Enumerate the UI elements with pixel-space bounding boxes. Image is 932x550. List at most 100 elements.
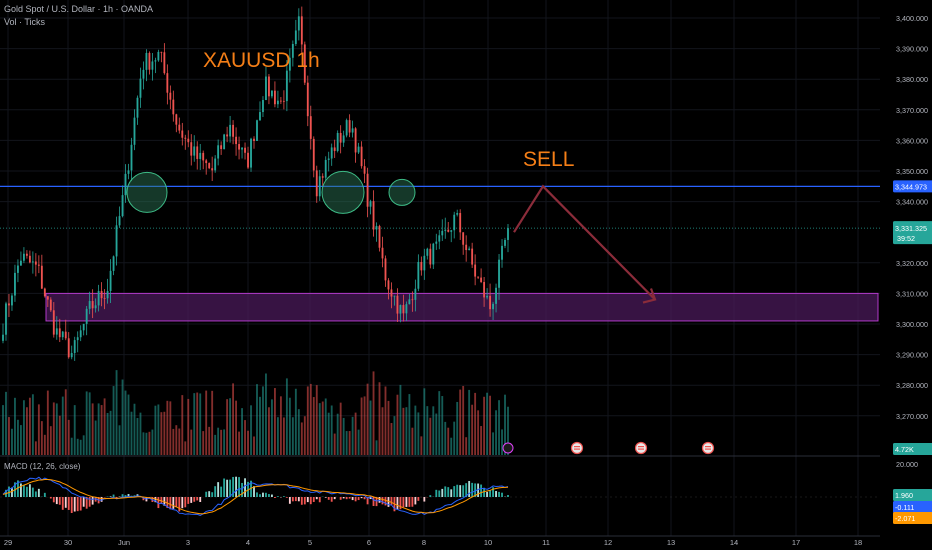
candle-body — [58, 328, 61, 338]
macd-histogram-bar — [154, 497, 157, 503]
volume-bar — [265, 373, 267, 455]
volume-bar — [238, 431, 240, 455]
candle-body — [136, 97, 139, 118]
macd-histogram-bar — [175, 497, 178, 508]
volume-bar — [79, 439, 82, 455]
candle-body — [408, 299, 411, 305]
candle-body — [273, 90, 276, 105]
volume-bar — [121, 379, 124, 455]
time-tick-label: 6 — [367, 538, 371, 547]
volume-bar — [402, 407, 405, 455]
candle-body — [181, 130, 184, 138]
volume-bar — [405, 407, 408, 455]
candle-body — [279, 100, 282, 102]
time-tick-label: 13 — [667, 538, 675, 547]
volume-bar — [28, 397, 31, 455]
macd-histogram-bar — [220, 486, 223, 497]
candle-body — [40, 265, 43, 289]
volume-bar — [268, 407, 270, 455]
candle-body — [22, 253, 25, 261]
macd-histogram-bar — [247, 481, 249, 497]
candle-body — [435, 241, 438, 244]
macd-histogram-bar — [58, 497, 61, 505]
candle-body — [333, 147, 336, 151]
us-flag-event-icon — [634, 441, 648, 455]
symbol-header[interactable]: Gold Spot / U.S. Dollar · 1h · OANDA — [4, 4, 154, 14]
current-price-tag-bg — [893, 221, 932, 245]
support-zone[interactable] — [45, 292, 879, 322]
macd-histogram-bar — [157, 497, 160, 509]
volume-bar — [363, 396, 366, 455]
candle-body — [282, 100, 285, 102]
price-tick-label: 3,350.000 — [896, 167, 928, 176]
macd-pane — [0, 476, 880, 516]
volume-bar — [151, 429, 154, 455]
macd-histogram-bar — [124, 495, 127, 497]
candle-body — [115, 225, 118, 257]
volume-bar — [118, 425, 121, 455]
candle-body — [145, 52, 148, 70]
macd-histogram-bar — [253, 486, 255, 497]
candle-body — [94, 305, 97, 309]
macd-histogram-bar — [297, 497, 300, 502]
chart-annotation-title[interactable]: XAUUSD 1h — [203, 49, 320, 72]
candle-body — [31, 261, 34, 263]
candle-body — [91, 301, 94, 309]
macd-histogram-bar — [31, 487, 34, 497]
candle-body — [483, 282, 486, 298]
candle-body — [220, 145, 223, 150]
countdown-label: 39:52 — [897, 234, 915, 243]
highlight-circles — [126, 170, 416, 214]
macd-histogram-bar — [303, 497, 306, 505]
macd-histogram-bar — [456, 484, 459, 497]
candle-body — [25, 253, 28, 256]
volume-bar — [489, 395, 491, 455]
candle-body — [438, 235, 441, 242]
volume-bar — [462, 385, 465, 455]
projection-arrowhead — [642, 288, 657, 304]
macd-signal-line — [2, 479, 509, 515]
candle-body — [477, 276, 480, 278]
candle-body — [130, 144, 133, 171]
candle-body — [372, 201, 375, 230]
projection-arrow[interactable] — [513, 184, 657, 304]
candle-body — [498, 259, 500, 288]
chart-annotation-sell[interactable]: SELL — [523, 148, 574, 171]
macd-histogram-bar — [345, 497, 348, 500]
time-axis[interactable]: 29 30 Jun 3 4 5 6 8 10 11 12 13 14 17 18 — [0, 535, 880, 547]
macd-histogram-bar — [330, 497, 333, 502]
macd-label[interactable]: MACD (12, 26, close) — [4, 462, 81, 471]
volume-indicator-label[interactable]: Vol · Ticks — [4, 17, 46, 27]
candle-body — [411, 299, 414, 301]
volume-bar — [88, 392, 91, 455]
volume-bar — [426, 406, 429, 455]
candle-body — [447, 229, 450, 232]
candle-body — [321, 176, 324, 178]
volume-bar — [190, 429, 193, 455]
resistance-price-tag: 3,344.973 — [895, 182, 927, 191]
price-axis[interactable]: 3,400.000 3,390.000 3,380.000 3,370.000 3,36… — [882, 0, 932, 550]
macd-histogram-bar — [447, 487, 450, 497]
candle-body — [378, 225, 381, 248]
candle-body — [486, 295, 489, 298]
macd-histogram-bar — [378, 497, 381, 503]
macd-histogram-bar — [187, 497, 190, 504]
macd-histogram-bar — [273, 497, 276, 498]
candle-body — [127, 170, 130, 174]
volume-bar — [435, 413, 438, 455]
macd-histogram-bar — [17, 480, 19, 497]
macd-histogram-bar — [294, 497, 297, 502]
volume-bar — [103, 398, 106, 455]
macd-histogram-bar — [43, 492, 46, 497]
macd-histogram-bar — [64, 497, 67, 508]
resistance-price-tag-bg — [893, 180, 932, 193]
macd-histogram-bar — [414, 497, 417, 505]
macd-histogram-bar — [282, 496, 285, 497]
volume-tag-bg — [893, 443, 932, 455]
macd-histogram-bar — [73, 497, 76, 512]
volume-bar — [166, 400, 169, 455]
macd-histogram-bar — [271, 494, 273, 497]
macd-histogram-bar — [402, 497, 405, 508]
volume-bar — [208, 426, 211, 455]
